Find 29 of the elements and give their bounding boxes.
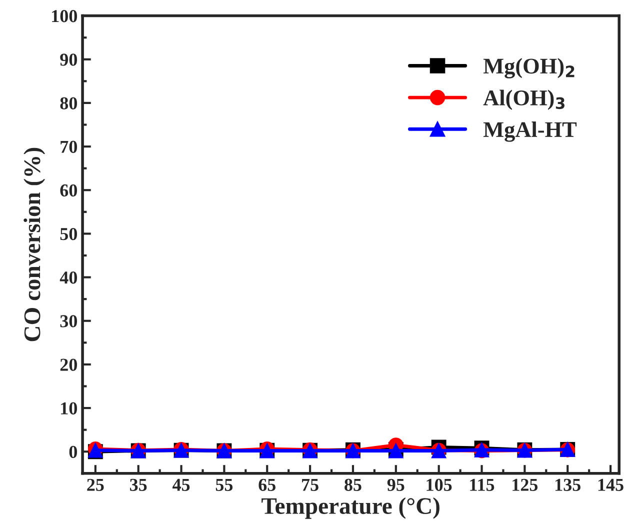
y-tick-label: 100	[52, 10, 77, 22]
y-tick-label: 70	[60, 140, 77, 153]
y-tick-label: 0	[69, 446, 77, 458]
legend-label: Al(OH)$_{3}$	[483, 90, 564, 110]
legend-label: MgAl-HT	[483, 121, 577, 142]
x-axis-title: Temperature (°C)	[262, 497, 440, 519]
x-tick-label: 85	[344, 478, 362, 491]
x-tick-label: 45	[172, 478, 190, 491]
x-tick-label: 105	[426, 478, 452, 491]
y-axis-title: CO conversion (%)	[24, 148, 46, 342]
x-tick-label: 35	[130, 478, 147, 491]
y-tick-label: 50	[60, 228, 77, 240]
x-tick-label: 25	[87, 478, 104, 491]
y-tick-label: 20	[60, 358, 77, 371]
y-tick-label: 80	[60, 97, 77, 110]
y-tick-label: 90	[60, 54, 77, 66]
x-tick-label: 75	[302, 478, 318, 491]
y-tick-label: 60	[60, 184, 77, 197]
legend-label: Mg(OH)$_{2}$	[483, 58, 574, 78]
x-tick-label: 115	[470, 478, 494, 491]
y-tick-label: 30	[60, 315, 77, 328]
x-tick-label: 65	[258, 478, 276, 491]
x-tick-label: 95	[387, 478, 404, 491]
y-tick-label: 10	[61, 402, 77, 414]
x-tick-label: 55	[216, 478, 233, 491]
y-tick-label: 40	[60, 272, 77, 284]
x-tick-label: 125	[512, 478, 538, 491]
x-tick-label: 145	[598, 478, 624, 491]
x-tick-label: 135	[556, 478, 580, 491]
